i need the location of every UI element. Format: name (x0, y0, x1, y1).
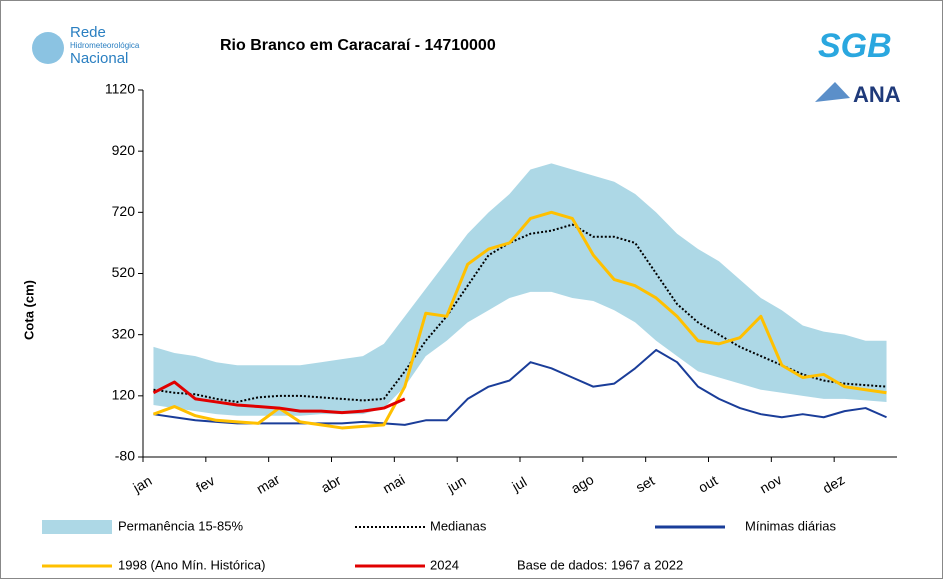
legend-label: Medianas (430, 518, 487, 533)
series-line (152, 210, 887, 430)
logo-text: Nacional (70, 50, 128, 67)
legend-label: 1998 (Ano Mín. Histórica) (118, 557, 265, 572)
band (153, 163, 887, 416)
legend-label: 2024 (430, 557, 459, 572)
note: Base de dados: 1967 a 2022 (517, 557, 683, 572)
logo-dots (32, 32, 64, 64)
y-axis-label: Cota (cm) (21, 280, 36, 340)
ana-icon (815, 82, 850, 102)
legend-label: Mínimas diárias (745, 518, 837, 533)
y-tick-label: 1120 (105, 81, 135, 97)
x-tick-label: jul (508, 473, 529, 494)
legend-label: Permanência 15-85% (118, 518, 243, 533)
series-line (152, 380, 406, 415)
series-line (153, 348, 887, 426)
y-tick-label: -80 (115, 448, 135, 464)
sgb-logo: SGB (818, 27, 892, 65)
y-tick-label: 120 (112, 387, 136, 403)
y-tick-label: 320 (112, 325, 136, 341)
y-tick-label: 520 (112, 264, 136, 280)
y-tick-label: 720 (112, 203, 136, 219)
logo-text: Hidrometeorológica (70, 41, 140, 50)
legend-swatch (42, 520, 112, 534)
logo-text: Rede (70, 24, 106, 41)
chart-title: Rio Branco em Caracaraí - 14710000 (220, 37, 496, 54)
series-line (153, 223, 887, 403)
rede-logo: Rede Hidrometeorológica Nacional (32, 24, 140, 67)
y-tick-label: 920 (112, 142, 136, 158)
ana-logo: ANA (853, 82, 901, 107)
